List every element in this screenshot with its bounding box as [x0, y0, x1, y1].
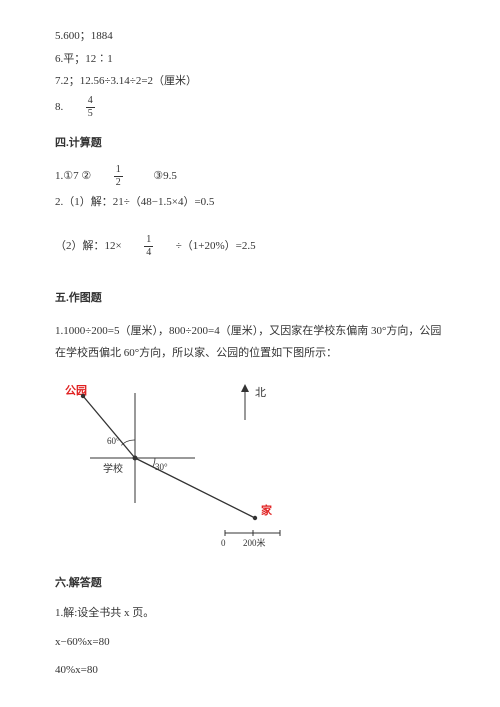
section5-para: 1.1000÷200=5（厘米），800÷200=4（厘米），又因家在学校东偏南… [55, 320, 445, 364]
section5-heading: 五.作图题 [55, 290, 445, 307]
q2-2-prefix: （2）解：12× [55, 240, 122, 252]
park-dot [81, 394, 85, 398]
section6-l2: x−60%x=80 [55, 634, 445, 651]
section4-q1: 1.①7 ② 1 2 ③9.5 [55, 165, 445, 188]
q1-prefix: 1.①7 ② [55, 170, 91, 182]
item-8: 8. 4 5 [55, 96, 445, 119]
north-arrow-head [241, 384, 249, 392]
frac-den: 4 [144, 247, 153, 258]
north-label: 北 [255, 386, 266, 399]
section4-heading: 四.计算题 [55, 135, 445, 152]
q2-2-fraction: 1 4 [144, 235, 153, 258]
scale-0: 0 [221, 538, 226, 548]
school-dot [133, 456, 138, 461]
section4-q2-2: （2）解：12× 1 4 ÷（1+20%）=2.5 [55, 235, 445, 258]
q1-fraction: 1 2 [114, 165, 123, 188]
item-8-fraction: 4 5 [86, 96, 95, 119]
section6-l1: 1.解:设全书共 x 页。 [55, 605, 445, 622]
diagram-svg: 公园 北 60° 30° 学校 家 0 200米 [65, 378, 325, 553]
park-line [83, 396, 135, 458]
scale-200: 200米 [243, 537, 266, 548]
angle-30-label: 30° [155, 462, 168, 472]
item-7: 7.2；12.56÷3.14÷2=2（厘米） [55, 73, 445, 90]
section6-heading: 六.解答题 [55, 575, 445, 592]
frac-den: 5 [86, 108, 95, 119]
q2-2-suffix: ÷（1+20%）=2.5 [176, 240, 256, 252]
frac-num: 4 [86, 96, 95, 108]
item-5: 5.600；1884 [55, 28, 445, 45]
frac-num: 1 [114, 165, 123, 177]
frac-den: 2 [114, 177, 123, 188]
item-6: 6.平；12∶1 [55, 51, 445, 68]
q1-suffix: ③9.5 [153, 170, 177, 182]
school-label: 学校 [103, 462, 123, 475]
location-diagram: 公园 北 60° 30° 学校 家 0 200米 [65, 378, 445, 559]
angle-60-label: 60° [107, 436, 120, 446]
frac-num: 1 [144, 235, 153, 247]
home-label: 家 [261, 503, 273, 517]
section6-l3: 40%x=80 [55, 662, 445, 679]
item-8-prefix: 8. [55, 101, 63, 113]
home-dot [253, 516, 257, 520]
section4-q2-1: 2.（1）解：21÷（48−1.5×4）=0.5 [55, 194, 445, 211]
